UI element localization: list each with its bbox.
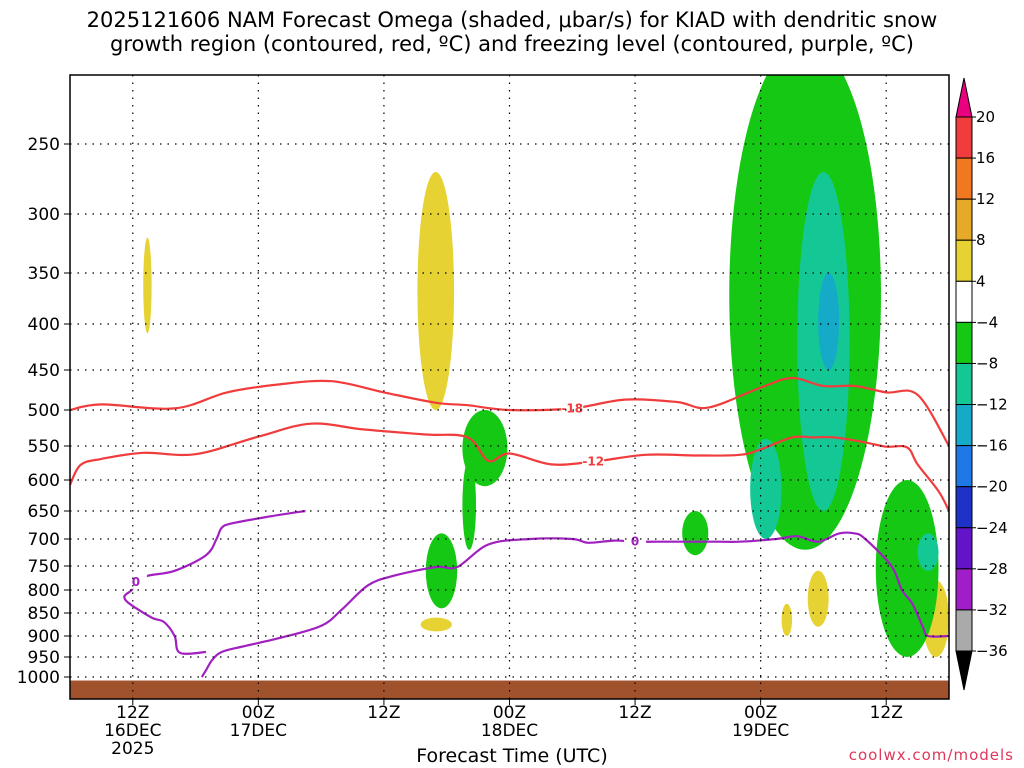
site-credit[interactable]: coolwx.com/models — [848, 746, 1014, 764]
terrain-fill — [70, 680, 949, 699]
omega-region — [420, 617, 452, 632]
contour-label: 0 — [631, 535, 639, 549]
colorbar-box — [955, 404, 973, 447]
contour-label: -12 — [582, 455, 604, 469]
x-tick-label: 12Z — [618, 703, 651, 723]
omega-region — [917, 533, 939, 571]
colorbar-tick-label: 16 — [976, 149, 995, 167]
y-tick-label: 800 — [28, 581, 60, 601]
colorbar-tick-label: −24 — [976, 519, 1008, 537]
y-tick-label: 650 — [28, 502, 60, 522]
contour-label: 0 — [132, 575, 140, 589]
colorbar-tick-label: −36 — [976, 642, 1008, 660]
omega-region — [462, 410, 508, 487]
temperature-contours: -18 -12 0 0 — [70, 376, 949, 678]
y-tick-label: 850 — [28, 604, 60, 624]
y-tick-label: 750 — [28, 557, 60, 577]
colorbar-box — [955, 527, 973, 570]
omega-region — [807, 570, 829, 627]
colorbar-box — [955, 157, 973, 200]
colorbar-tick-label: −28 — [976, 560, 1008, 578]
omega-region — [417, 172, 455, 410]
y-tick-label: 250 — [28, 135, 60, 155]
colorbar-tick-label: 8 — [976, 231, 986, 249]
colorbar-box — [955, 568, 973, 611]
x-tick-label: 00Z — [493, 703, 526, 723]
colorbar-top-arrow — [955, 77, 973, 118]
omega-region — [875, 480, 939, 657]
colorbar-tick-label: −4 — [976, 313, 998, 331]
chart-title-line2: growth region (contoured, red, ºC) and f… — [110, 32, 914, 56]
contour-label-bg — [124, 574, 147, 589]
x-tick-label: 00Z — [744, 703, 777, 723]
colorbar-box — [955, 609, 973, 652]
x-tick-label: 17DEC — [230, 721, 287, 741]
colorbar-box — [955, 198, 973, 241]
y-tick-label: 350 — [28, 264, 60, 284]
omega-region — [462, 459, 477, 550]
colorbar: 20 16 12 8 4 −4 −8 −12 −16 −20 −24 −28 −32 −36 — [955, 77, 1008, 691]
y-tick-label: 600 — [28, 471, 60, 491]
omega-shading — [143, 75, 949, 657]
colorbar-box — [955, 486, 973, 529]
x-tick-label: 2025 — [111, 739, 154, 759]
y-tick-label: 400 — [28, 315, 60, 335]
omega-region — [818, 273, 840, 370]
colorbar-tick-label: 12 — [976, 190, 995, 208]
y-tick-label: 550 — [28, 437, 60, 457]
chart-title-line1: 2025121606 NAM Forecast Omega (shaded, μ… — [86, 8, 938, 32]
x-axis-label: Forecast Time (UTC) — [416, 745, 608, 767]
y-axis-ticks: 250 300 350 400 450 500 550 600 650 700 750 800 850 9… — [17, 135, 70, 688]
y-tick-label: 1000 — [17, 668, 60, 688]
omega-region — [750, 438, 782, 539]
colorbar-box — [955, 239, 973, 282]
colorbar-tick-label: −32 — [976, 601, 1008, 619]
colorbar-tick-label: 20 — [976, 108, 995, 126]
terrain-band — [70, 680, 949, 699]
colorbar-tick-label: −8 — [976, 354, 998, 372]
colorbar-box — [955, 445, 973, 488]
colorbar-bottom-arrow — [955, 650, 973, 691]
y-tick-label: 900 — [28, 627, 60, 647]
colorbar-box — [955, 116, 973, 159]
y-tick-label: 950 — [28, 648, 60, 668]
contour-label-bg — [624, 534, 647, 549]
x-tick-label: 12Z — [367, 703, 400, 723]
contour-label-bg — [582, 454, 605, 469]
y-tick-label: 450 — [28, 361, 60, 381]
x-tick-label: 00Z — [242, 703, 275, 723]
colorbar-box — [955, 280, 973, 323]
y-tick-label: 500 — [28, 401, 60, 421]
colorbar-tick-label: −16 — [976, 437, 1008, 455]
omega-region — [682, 510, 709, 556]
omega-region — [781, 603, 793, 637]
y-tick-label: 700 — [28, 530, 60, 550]
contour-label-bg — [561, 401, 584, 416]
colorbar-box — [955, 321, 973, 364]
colorbar-tick-label: −20 — [976, 478, 1008, 496]
x-tick-label: 19DEC — [732, 721, 789, 741]
omega-region — [425, 533, 458, 609]
x-tick-label: 16DEC — [104, 721, 161, 741]
omega-region — [143, 237, 152, 334]
x-tick-label: 18DEC — [481, 721, 538, 741]
contour-line — [200, 531, 949, 678]
contour-line — [123, 509, 306, 655]
colorbar-box — [955, 362, 973, 406]
x-tick-label: 12Z — [116, 703, 149, 723]
colorbar-tick-label: 4 — [976, 272, 986, 290]
colorbar-tick-label: −12 — [976, 396, 1008, 414]
contour-label: -18 — [561, 401, 583, 415]
x-tick-label: 12Z — [870, 703, 903, 723]
chart-title: 2025121606 NAM Forecast Omega (shaded, μ… — [0, 8, 1024, 56]
y-tick-label: 300 — [28, 205, 60, 225]
